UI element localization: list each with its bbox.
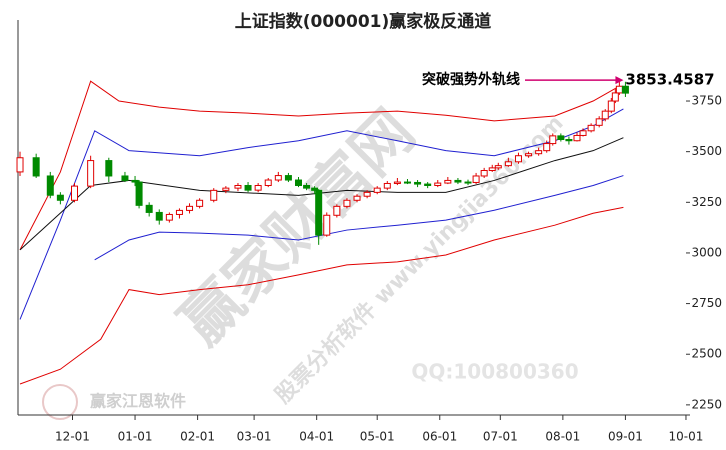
- x-tick-label: 06-01: [422, 430, 457, 444]
- x-tick-label: 12-01: [55, 430, 90, 444]
- candle-body: [549, 135, 557, 145]
- band-line: [19, 80, 620, 251]
- candle-body: [295, 179, 303, 186]
- candle-body: [472, 175, 480, 183]
- y-tick-label: 2500: [691, 347, 722, 361]
- candle-body: [234, 184, 242, 189]
- watermark: 赢家财富网: [167, 97, 429, 359]
- x-tick-label: 07-01: [483, 430, 518, 444]
- candle-body: [46, 175, 54, 196]
- candle-body: [165, 213, 173, 221]
- candle-body: [621, 85, 629, 94]
- y-tick-label: 2750: [691, 296, 722, 310]
- candle-body: [393, 181, 401, 184]
- candle-body: [315, 189, 323, 236]
- candle-body: [222, 187, 230, 191]
- y-tick-label: 3750: [691, 94, 722, 108]
- candle-body: [565, 139, 573, 142]
- candle-body: [210, 189, 218, 201]
- annotation: 突破强势外轨线: [422, 71, 520, 88]
- y-tick-label: 3250: [691, 195, 722, 209]
- y-tick-label: 3000: [691, 245, 722, 259]
- candle-body: [363, 191, 371, 197]
- candle-body: [403, 181, 411, 184]
- x-tick-label: 04-01: [299, 430, 334, 444]
- candle-body: [186, 205, 194, 211]
- x-tick-label: 08-01: [545, 430, 580, 444]
- watermark: QQ:100800360: [411, 360, 578, 384]
- candle-body: [434, 182, 442, 186]
- candle-body: [488, 167, 496, 172]
- candle-body: [611, 92, 619, 102]
- candle-body: [444, 179, 452, 184]
- candle-body: [105, 160, 113, 177]
- candle-body: [595, 118, 603, 126]
- candle-body: [464, 181, 472, 184]
- candle-body: [254, 184, 262, 191]
- candle-body: [383, 182, 391, 189]
- candle-body: [373, 187, 381, 193]
- logo: [42, 384, 78, 420]
- candle-body: [525, 153, 533, 157]
- band-line: [94, 175, 624, 261]
- band-line: [19, 137, 624, 251]
- candle-body: [264, 179, 272, 186]
- y-tick-label: 3500: [691, 144, 722, 158]
- candle-body: [573, 134, 581, 142]
- candle-body: [244, 184, 252, 191]
- chart-title: 上证指数(000001)赢家极反通道: [235, 11, 492, 32]
- candle-body: [333, 205, 341, 216]
- candle-body: [145, 204, 153, 213]
- watermark: 赢家江恩软件: [90, 392, 186, 411]
- x-tick-label: 10-01: [669, 430, 704, 444]
- candle-body: [71, 185, 79, 201]
- candle-body: [535, 150, 543, 155]
- candle-body: [303, 184, 311, 189]
- candle-body: [615, 85, 623, 94]
- candle-body: [607, 100, 615, 112]
- candle-body: [323, 214, 331, 236]
- candle-body: [424, 183, 432, 186]
- x-tick-label: 09-01: [608, 430, 643, 444]
- candle-body: [196, 199, 204, 207]
- candle-body: [543, 143, 551, 152]
- candle-body: [414, 181, 422, 185]
- candle-body: [175, 209, 183, 215]
- candle-body: [514, 155, 522, 163]
- candle-body: [601, 110, 609, 120]
- x-tick-label: 01-01: [118, 430, 153, 444]
- arrow-head: [615, 76, 624, 85]
- y-tick-label: 2250: [691, 397, 722, 411]
- candle-body: [353, 195, 361, 201]
- candle-body: [16, 157, 24, 173]
- candle-body: [587, 124, 595, 132]
- candle-body: [135, 181, 143, 206]
- last-value-label: 3853.4587: [625, 71, 714, 89]
- candle-body: [155, 211, 163, 221]
- x-tick-label: 03-01: [237, 430, 272, 444]
- candle-body: [87, 160, 95, 187]
- candle-body: [504, 161, 512, 167]
- candle-body: [131, 179, 139, 183]
- candle-body: [454, 179, 462, 183]
- candle-body: [311, 187, 319, 191]
- candle-body: [121, 175, 129, 181]
- candle-body: [32, 157, 40, 177]
- candle-body: [343, 199, 351, 207]
- x-tick-label: 02-01: [180, 430, 215, 444]
- candle-body: [579, 130, 587, 136]
- candle-body: [494, 165, 502, 169]
- band-line: [19, 206, 624, 385]
- candle-body: [480, 170, 488, 177]
- candle-body: [557, 135, 565, 141]
- candle-body: [284, 175, 292, 181]
- x-tick-label: 05-01: [360, 430, 395, 444]
- candle-body: [56, 194, 64, 201]
- candle-body: [274, 175, 282, 181]
